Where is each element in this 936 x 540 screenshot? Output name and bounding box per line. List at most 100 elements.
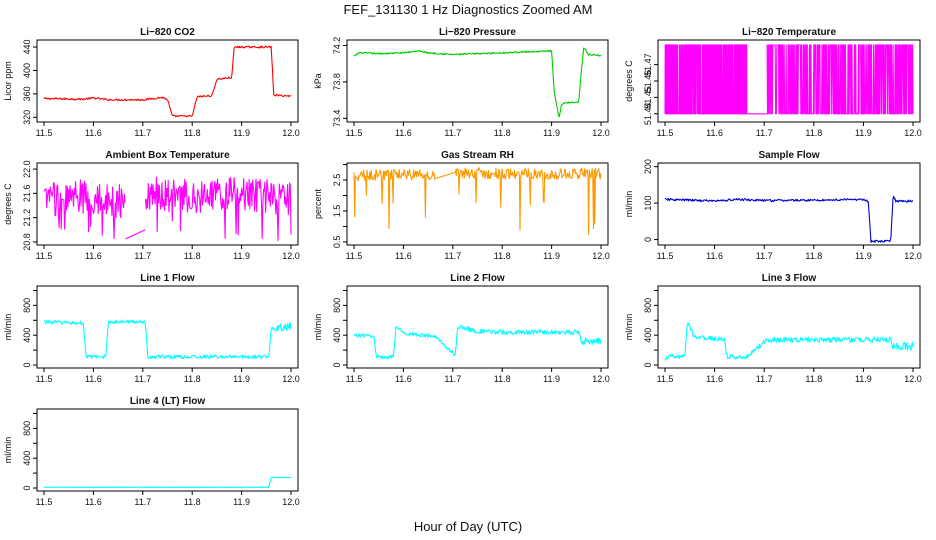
x-tick-label: 11.7 — [134, 128, 151, 138]
x-tick-label: 11.9 — [543, 251, 560, 261]
y-tick-label: 320 — [22, 110, 32, 125]
x-tick-label: 11.7 — [756, 128, 773, 138]
y-tick-label: 200 — [643, 159, 653, 174]
y-tick-label: 51.44 — [643, 103, 653, 126]
y-tick-label: 0 — [332, 363, 342, 368]
x-tick-label: 12.0 — [282, 374, 300, 384]
y-axis-label: ml/min — [3, 314, 13, 341]
x-tick-label: 11.9 — [855, 251, 872, 261]
x-tick-label: 11.8 — [184, 374, 201, 384]
y-tick-label: 1.5 — [332, 205, 342, 218]
data-series-line — [43, 476, 291, 488]
x-tick-label: 11.7 — [444, 251, 461, 261]
x-tick-label: 11.9 — [543, 374, 560, 384]
y-axis-label: ml/min — [313, 314, 323, 341]
y-tick-label: 360 — [22, 86, 32, 101]
x-tick-label: 11.5 — [346, 128, 363, 138]
y-tick-label: 400 — [22, 328, 32, 343]
y-tick-label: 0 — [22, 363, 32, 368]
x-tick-label: 12.0 — [904, 374, 922, 384]
panel-title: Sample Flow — [758, 150, 819, 161]
panel-9: Line 3 Flow ml/min 11.5 11.6 11.7 11.8 11.9 12.… — [624, 273, 922, 384]
x-tick-label: 12.0 — [904, 251, 922, 261]
x-tick-label: 11.9 — [233, 374, 250, 384]
x-tick-label: 11.8 — [494, 251, 511, 261]
x-tick-label: 11.7 — [134, 251, 151, 261]
y-axis-label: ml/min — [3, 437, 13, 464]
x-tick-label: 11.9 — [233, 497, 250, 507]
x-tick-label: 11.8 — [184, 497, 201, 507]
y-tick-label: 51.47 — [643, 53, 653, 76]
y-tick-label: 0 — [22, 486, 32, 491]
x-tick-label: 11.6 — [85, 374, 102, 384]
x-tick-label: 12.0 — [592, 128, 610, 138]
x-tick-label: 11.5 — [657, 128, 674, 138]
panel-10: Line 4 (LT) Flow ml/min 11.5 11.6 11.7 11.8 11… — [3, 396, 300, 507]
x-tick-label: 11.7 — [444, 128, 461, 138]
panel-3: Li−820 Temperature degrees C 11.5 11.6 11.7 1… — [624, 27, 922, 138]
y-tick-label: 800 — [22, 298, 32, 313]
plot-frame — [36, 408, 299, 492]
y-tick-label: 21.2 — [22, 209, 32, 227]
plot-frame — [36, 39, 299, 123]
panel-title: Li−820 Temperature — [742, 27, 836, 38]
x-tick-label: 11.7 — [134, 497, 151, 507]
y-tick-label: 400 — [643, 328, 653, 343]
y-tick-label: 73.4 — [332, 110, 342, 128]
y-tick-label: 440 — [22, 40, 32, 55]
y-axis-label: percent — [313, 188, 323, 219]
y-axis-label: ml/min — [624, 191, 634, 218]
plot-frame — [346, 285, 609, 369]
x-tick-label: 11.5 — [657, 251, 674, 261]
x-tick-label: 11.6 — [706, 128, 723, 138]
x-tick-label: 12.0 — [282, 497, 300, 507]
plot-frame — [657, 285, 921, 369]
x-axis-label: Hour of Day (UTC) — [414, 519, 522, 534]
y-tick-label: 51.46 — [643, 70, 653, 93]
panels-group: Li−820 CO2 Licor ppm 11.5 11.6 11.7 11.8 11.9 1… — [3, 27, 922, 507]
x-tick-label: 11.6 — [85, 128, 102, 138]
panel-4: Ambient Box Temperature degrees C 11.5 11.6… — [3, 150, 300, 261]
y-tick-label: 22.0 — [22, 160, 32, 178]
data-series-line — [353, 324, 602, 360]
y-tick-label: 400 — [22, 63, 32, 78]
y-tick-label: 0.5 — [332, 236, 342, 249]
plot-frame — [346, 162, 609, 246]
x-tick-label: 11.9 — [543, 128, 560, 138]
panel-title: Gas Stream RH — [441, 150, 514, 161]
x-tick-label: 11.9 — [233, 128, 250, 138]
data-series-line — [664, 195, 914, 243]
x-tick-label: 11.6 — [85, 497, 102, 507]
panel-title: Line 3 Flow — [762, 273, 817, 284]
y-tick-label: 74.2 — [332, 37, 342, 55]
panel-title: Li−820 CO2 — [140, 27, 195, 38]
y-tick-label: 51.45 — [643, 86, 653, 109]
plot-frame — [36, 162, 299, 246]
data-series-line — [43, 176, 292, 241]
x-tick-label: 11.6 — [395, 251, 412, 261]
panel-title: Ambient Box Temperature — [105, 150, 230, 161]
x-tick-label: 11.7 — [134, 374, 151, 384]
data-series-line — [664, 44, 914, 115]
y-axis-label: kPa — [313, 73, 323, 89]
y-tick-label: 400 — [332, 328, 342, 343]
x-tick-label: 11.9 — [855, 374, 872, 384]
panel-title: Line 4 (LT) Flow — [130, 396, 206, 407]
y-tick-label: 73.8 — [332, 73, 342, 91]
x-tick-label: 11.5 — [346, 374, 363, 384]
x-tick-label: 11.7 — [756, 251, 773, 261]
x-tick-label: 11.8 — [184, 128, 201, 138]
y-tick-label: 400 — [22, 451, 32, 466]
x-tick-label: 12.0 — [592, 251, 610, 261]
panel-title: Line 2 Flow — [450, 273, 505, 284]
y-axis-label: degrees C — [624, 60, 634, 102]
x-tick-label: 12.0 — [282, 128, 300, 138]
panel-title: Line 1 Flow — [140, 273, 195, 284]
x-tick-label: 12.0 — [904, 128, 922, 138]
x-tick-label: 11.8 — [494, 374, 511, 384]
panel-7: Line 1 Flow ml/min 11.5 11.6 11.7 11.8 11.9 12.… — [3, 273, 300, 384]
x-tick-label: 11.8 — [805, 251, 822, 261]
x-tick-label: 11.7 — [756, 374, 773, 384]
x-tick-label: 11.6 — [706, 251, 723, 261]
y-axis-label: ml/min — [624, 314, 634, 341]
